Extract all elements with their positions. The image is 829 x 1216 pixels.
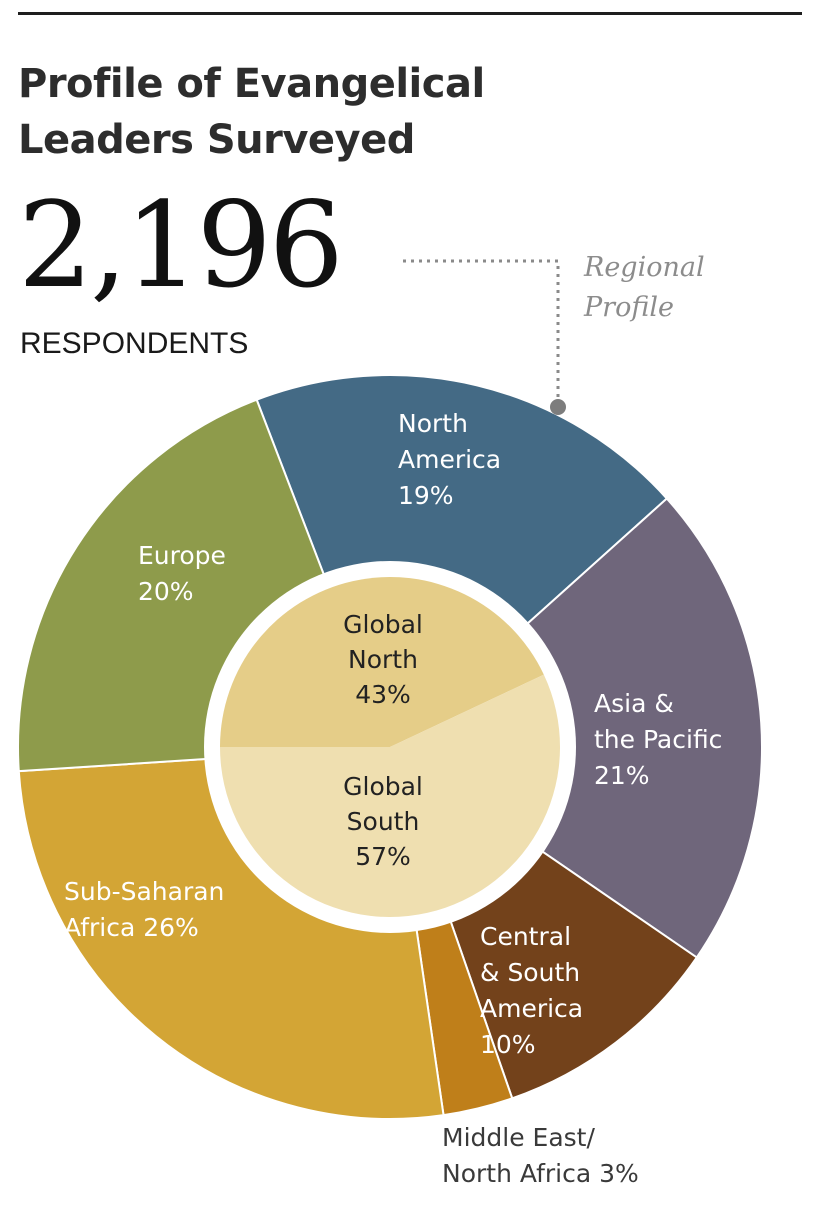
chart-title: Profile of Evangelical Leaders Surveyed: [18, 56, 485, 168]
inner-labels: Global North 43% Global South 57%: [343, 610, 423, 871]
chart-title-line-2: Leaders Surveyed: [18, 117, 415, 163]
outer-label-line: Middle East/: [442, 1123, 595, 1152]
outer-label-line: 20%: [138, 577, 194, 606]
outer-label-line: North Africa 3%: [442, 1159, 639, 1188]
annotation-leader-dot: [550, 399, 566, 415]
outer-label-line: 21%: [594, 761, 650, 790]
outer-labels: North America 19% Asia & the Pacific 21% Centr…: [64, 409, 722, 1188]
outer-label-line: Asia &: [594, 689, 674, 718]
outer-label-line: America: [398, 445, 501, 474]
outer-label-line: Europe: [138, 541, 226, 570]
inner-label-line: 57%: [355, 842, 411, 871]
outer-label-sub-saharan: Sub-Saharan Africa 26%: [64, 877, 224, 942]
outer-slice-asia: [388, 497, 763, 959]
outer-label-asia: Asia & the Pacific 21%: [594, 689, 722, 790]
respondent-label: RESPONDENTS: [20, 327, 249, 360]
inner-pie: [220, 577, 560, 918]
outer-label-line: & South: [480, 958, 580, 987]
inner-label-line: Global: [343, 772, 423, 801]
outer-label-line: Sub-Saharan: [64, 877, 224, 906]
outer-label-line: America: [480, 994, 583, 1023]
chart-title-line-1: Profile of Evangelical: [18, 61, 485, 107]
outer-label-line: 19%: [398, 481, 454, 510]
outer-label-central: Central & South America 10%: [480, 922, 583, 1059]
outer-label-line: the Pacific: [594, 725, 722, 754]
outer-label-line: 10%: [480, 1030, 536, 1059]
top-rule: [18, 12, 802, 15]
outer-label-europe: Europe 20%: [138, 541, 226, 606]
outer-label-middle-east: Middle East/North Africa 3%: [442, 1123, 639, 1188]
regional-profile-annotation: Regional Profile: [584, 248, 705, 328]
inner-label-global-north: Global North 43%: [343, 610, 423, 709]
inner-label-global-south: Global South 57%: [343, 772, 423, 871]
annotation-line-2: Profile: [584, 292, 674, 323]
outer-label-north: North America 19%: [398, 409, 501, 510]
inner-label-line: Global: [343, 610, 423, 639]
respondent-count: 2,196: [18, 176, 344, 314]
outer-label-line: Central: [480, 922, 571, 951]
inner-slice-global-south: [220, 674, 560, 918]
inner-label-line: 43%: [355, 680, 411, 709]
inner-label-line: South: [347, 807, 420, 836]
outer-label-line: Africa 26%: [64, 913, 199, 942]
annotation-line-1: Regional: [584, 252, 705, 283]
inner-slice-global-north: [220, 577, 544, 747]
annotation-leader-line: [403, 259, 560, 407]
outer-label-line: North: [398, 409, 468, 438]
inner-label-line: North: [348, 645, 418, 674]
